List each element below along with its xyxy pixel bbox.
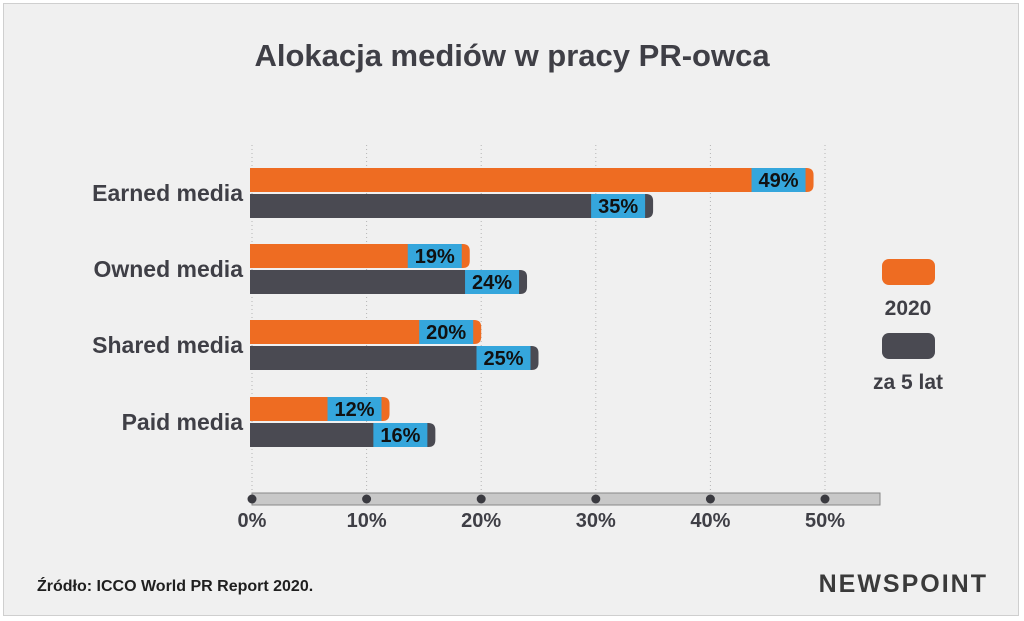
chart-background xyxy=(3,3,1019,616)
category-label: Owned media xyxy=(93,256,243,282)
category-label: Shared media xyxy=(92,332,243,358)
bar-future xyxy=(250,346,539,370)
data-label: 49% xyxy=(759,170,799,192)
data-label-box xyxy=(419,320,474,344)
legend-swatch-2020 xyxy=(882,259,935,285)
data-label: 24% xyxy=(472,272,512,294)
axis-tick-dot xyxy=(247,494,257,504)
axis-tick-dot xyxy=(476,494,486,504)
data-label: 20% xyxy=(426,322,466,344)
axis-tick-dot xyxy=(362,494,372,504)
category-label: Earned media xyxy=(92,180,243,206)
grid-lines xyxy=(251,145,826,490)
data-label-box xyxy=(327,397,382,421)
legend-label: za 5 lat xyxy=(873,371,943,394)
axis-band xyxy=(251,492,881,506)
x-axis: 0% 10% 20% 30% 40% 50% xyxy=(238,492,881,532)
bar-future xyxy=(250,194,654,218)
data-label: 25% xyxy=(483,348,523,370)
legend-swatch-future xyxy=(882,333,935,359)
tick-label: 0% xyxy=(238,510,267,532)
tick-label: 20% xyxy=(461,510,501,532)
bar-future xyxy=(250,270,528,294)
tick-label: 30% xyxy=(576,510,616,532)
axis-tick-dot xyxy=(820,494,830,504)
legend-label: 2020 xyxy=(885,297,932,320)
data-label-box xyxy=(476,346,531,370)
chart-title: Alokacja mediów w pracy PR-owca xyxy=(254,38,770,73)
data-label: 35% xyxy=(598,196,638,218)
bar-2020 xyxy=(250,168,814,192)
axis-tick-dot xyxy=(591,494,601,504)
data-label-box xyxy=(591,194,646,218)
data-label-box xyxy=(751,168,806,192)
data-label-box xyxy=(407,244,462,268)
tick-label: 40% xyxy=(690,510,730,532)
legend: 2020 za 5 lat xyxy=(873,259,943,394)
tick-label: 50% xyxy=(805,510,845,532)
data-label: 19% xyxy=(415,246,455,268)
data-label-box xyxy=(465,270,520,294)
axis-tick-dot xyxy=(705,494,715,504)
data-label-box xyxy=(373,423,428,447)
data-label: 16% xyxy=(380,425,420,447)
tick-label: 10% xyxy=(347,510,387,532)
newspoint-logo: NEWSPOINT xyxy=(819,570,988,598)
bars: Earned media 49% 35% Owned media 19% 24% Share… xyxy=(92,168,814,447)
data-label: 12% xyxy=(335,399,375,421)
category-label: Paid media xyxy=(122,409,244,435)
source-note: Źródło: ICCO World PR Report 2020. xyxy=(37,576,313,595)
